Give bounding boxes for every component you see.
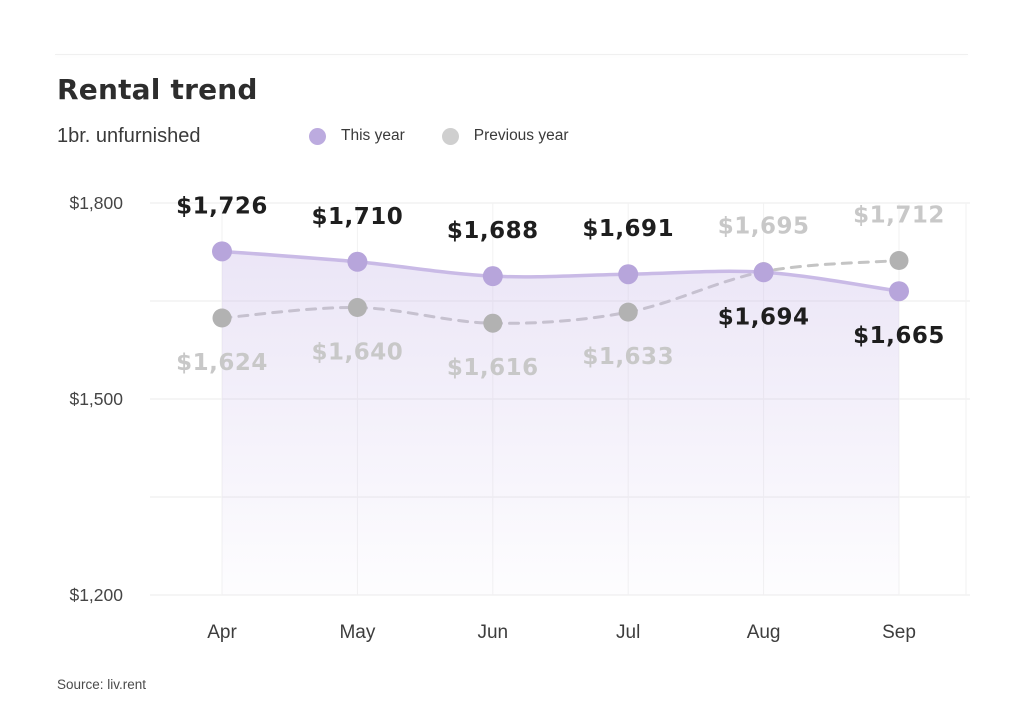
this-year-value-label: $1,688 bbox=[447, 218, 539, 244]
previous-year-dot-icon bbox=[441, 127, 459, 145]
previous-year-point-may[interactable] bbox=[347, 298, 367, 318]
previous-year-value-label: $1,624 bbox=[176, 350, 268, 376]
legend-label-this-year: This year bbox=[341, 127, 405, 144]
previous-year-point-jul[interactable] bbox=[618, 302, 638, 322]
x-axis-tick-label: Aug bbox=[747, 622, 781, 643]
previous-year-value-label: $1,640 bbox=[312, 340, 404, 366]
this-year-point-jul[interactable] bbox=[618, 264, 639, 285]
previous-year-value-label: $1,616 bbox=[447, 355, 539, 381]
this-year-point-apr[interactable] bbox=[212, 241, 232, 262]
legend-item-previous-year[interactable]: Previous year bbox=[441, 127, 569, 145]
page-title: Rental trend bbox=[57, 73, 258, 106]
x-axis-tick-label: Sep bbox=[882, 622, 916, 643]
this-year-point-sep[interactable] bbox=[889, 281, 909, 302]
this-year-line bbox=[220, 249, 901, 293]
this-year-area-fill bbox=[222, 251, 899, 595]
legend: This year Previous year bbox=[309, 127, 569, 145]
y-axis-tick-label: $1,500 bbox=[69, 389, 123, 409]
card-top-edge bbox=[55, 54, 968, 55]
chart-subtitle: 1br. unfurnished bbox=[57, 125, 201, 147]
previous-year-point-apr[interactable] bbox=[212, 308, 232, 328]
this-year-value-label: $1,694 bbox=[718, 304, 810, 330]
previous-year-point-sep[interactable] bbox=[889, 250, 909, 270]
x-axis-tick-label: May bbox=[339, 622, 375, 643]
legend-item-this-year[interactable]: This year bbox=[309, 127, 405, 145]
this-year-point-aug[interactable] bbox=[753, 262, 774, 283]
this-year-dot-icon bbox=[309, 127, 326, 145]
this-year-point-jun[interactable] bbox=[482, 266, 503, 287]
previous-year-value-label: $1,695 bbox=[718, 214, 810, 240]
y-axis-tick-label: $1,200 bbox=[69, 585, 123, 605]
previous-year-value-label: $1,633 bbox=[582, 344, 674, 370]
this-year-value-label: $1,710 bbox=[312, 204, 404, 230]
this-year-point-may[interactable] bbox=[347, 251, 368, 272]
previous-year-value-label: $1,712 bbox=[853, 202, 945, 228]
source-note: Source: liv.rent bbox=[57, 677, 147, 692]
previous-year-point-jun[interactable] bbox=[483, 313, 503, 333]
this-year-value-label: $1,665 bbox=[853, 323, 945, 349]
this-year-value-label: $1,726 bbox=[176, 193, 268, 219]
x-axis-tick-label: Jul bbox=[616, 622, 640, 643]
this-year-value-label: $1,691 bbox=[582, 216, 674, 242]
legend-label-previous-year: Previous year bbox=[473, 127, 569, 144]
x-axis-tick-label: Apr bbox=[207, 622, 237, 643]
y-axis-tick-label: $1,800 bbox=[69, 193, 123, 213]
x-axis-tick-label: Jun bbox=[477, 622, 508, 643]
